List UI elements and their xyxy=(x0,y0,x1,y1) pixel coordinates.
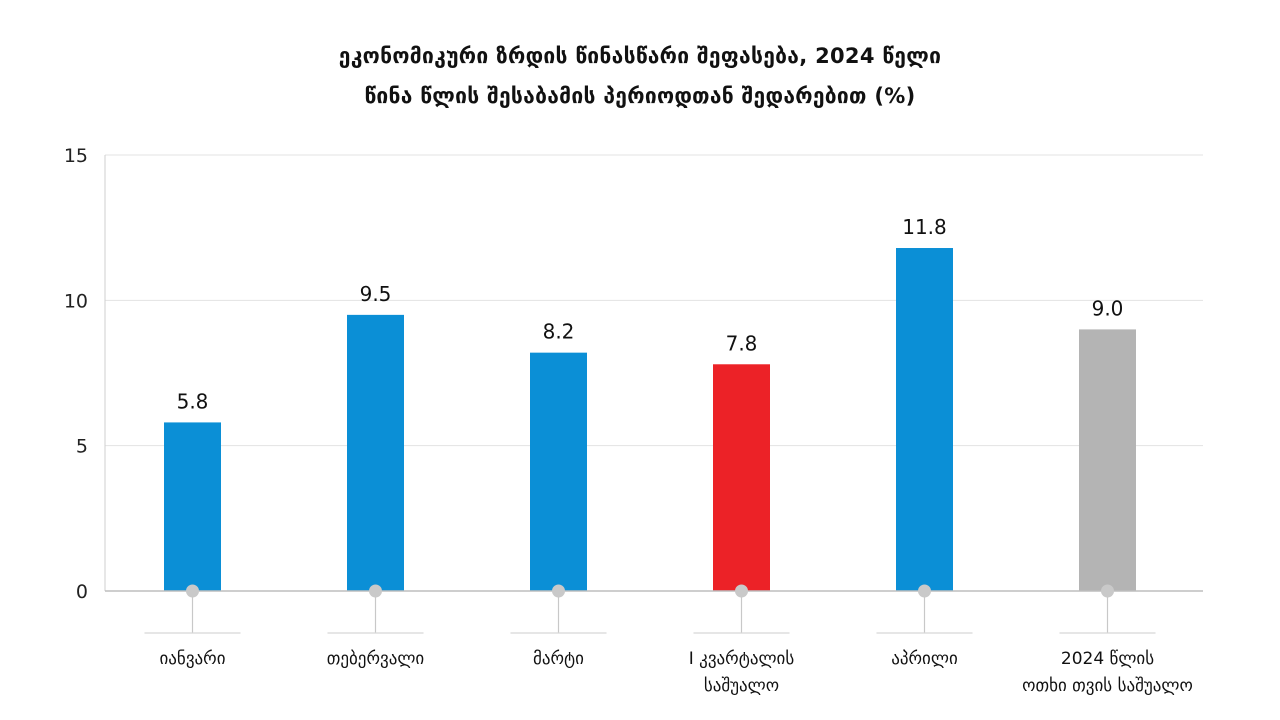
data-label: 9.0 xyxy=(1092,296,1124,320)
chart-title: ეკონომიკური ზრდის წინასწარი შეფასება, 20… xyxy=(338,44,942,68)
category-label: მარტი xyxy=(533,649,584,669)
y-tick-label: 0 xyxy=(76,581,88,603)
axes: 0 5 10 15 xyxy=(64,145,1203,634)
data-label: 11.8 xyxy=(902,215,947,239)
baseline-marker xyxy=(1101,584,1114,598)
data-label: 7.8 xyxy=(726,331,758,355)
bar xyxy=(530,352,587,591)
y-tick-label: 5 xyxy=(76,436,88,458)
baseline-marker xyxy=(735,584,748,598)
y-tick-label: 15 xyxy=(64,145,88,167)
category-label: 2024 წლის ოთხი თვის საშუალო xyxy=(1022,649,1193,696)
data-label: 8.2 xyxy=(543,320,575,344)
bar xyxy=(713,364,770,591)
category-label: I კვარტალის საშუალო xyxy=(689,649,795,696)
y-tick-label: 10 xyxy=(64,290,88,312)
category-label: აპრილი xyxy=(891,649,958,669)
chart-subtitle: წინა წლის შესაბამის პერიოდთან შედარებით … xyxy=(364,84,916,108)
bars xyxy=(164,248,1136,591)
data-label: 5.8 xyxy=(177,389,209,413)
bar xyxy=(1079,329,1136,591)
data-label: 9.5 xyxy=(360,282,392,306)
bar xyxy=(164,422,221,591)
category-labels: იანვარი თებერვალი მარტი I კვარტალის საშუალო ა… xyxy=(160,649,1193,696)
category-label: იანვარი xyxy=(160,649,226,669)
bar xyxy=(896,248,953,591)
baseline-marker xyxy=(552,584,565,598)
baseline-marker xyxy=(369,584,382,598)
baseline-marker xyxy=(918,584,931,598)
value-labels: 5.8 9.5 8.2 7.8 11.8 9.0 xyxy=(177,215,1124,413)
bar xyxy=(347,314,404,591)
grid xyxy=(105,154,1203,447)
category-label: თებერვალი xyxy=(327,649,424,669)
baseline-marker xyxy=(186,584,199,598)
